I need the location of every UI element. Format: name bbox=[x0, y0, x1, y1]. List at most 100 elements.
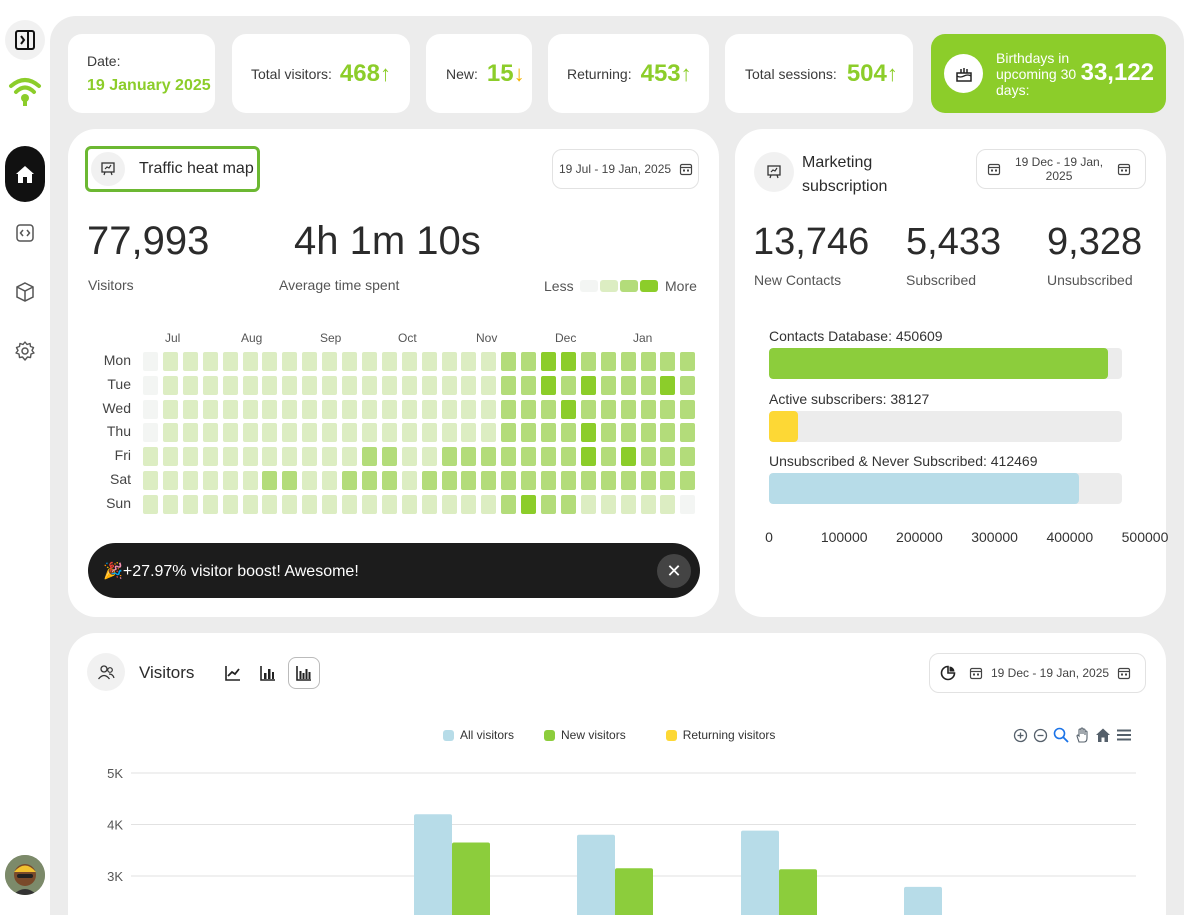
heatmap-cell[interactable] bbox=[361, 471, 377, 490]
grouped-bar-chart-button[interactable] bbox=[288, 657, 320, 689]
heatmap-cell[interactable] bbox=[640, 399, 656, 419]
heatmap-cell[interactable] bbox=[521, 447, 537, 467]
pan-icon[interactable] bbox=[1074, 727, 1090, 743]
heatmap-cell[interactable] bbox=[481, 494, 497, 514]
heatmap-cell[interactable] bbox=[421, 352, 437, 371]
heatmap-cell[interactable] bbox=[481, 447, 497, 467]
heatmap-cell[interactable] bbox=[262, 447, 278, 467]
bar-all-visitors[interactable] bbox=[414, 814, 452, 915]
heatmap-cell[interactable] bbox=[342, 375, 357, 395]
heatmap-cell[interactable] bbox=[680, 423, 696, 443]
bar-chart-button[interactable] bbox=[253, 658, 283, 688]
bar-all-visitors[interactable] bbox=[577, 834, 615, 915]
heatmap-cell[interactable] bbox=[501, 447, 517, 467]
heatmap-cell[interactable] bbox=[640, 423, 656, 443]
heatmap-cell[interactable] bbox=[481, 399, 497, 419]
heatmap-cell[interactable] bbox=[560, 447, 576, 467]
heatmap-cell[interactable] bbox=[481, 471, 497, 490]
heatmap-date-picker[interactable]: 19 Jul - 19 Jan, 2025 bbox=[552, 149, 699, 189]
heatmap-cell[interactable] bbox=[342, 471, 357, 490]
heatmap-cell[interactable] bbox=[242, 494, 258, 514]
heatmap-cell[interactable] bbox=[302, 352, 318, 371]
heatmap-cell[interactable] bbox=[182, 399, 198, 419]
bar-fill[interactable] bbox=[769, 348, 1108, 379]
heatmap-cell[interactable] bbox=[620, 375, 636, 395]
heatmap-cell[interactable] bbox=[541, 471, 556, 490]
heatmap-cell[interactable] bbox=[580, 423, 596, 443]
heatmap-cell[interactable] bbox=[143, 447, 158, 467]
heatmap-cell[interactable] bbox=[401, 471, 417, 490]
marketing-date-picker[interactable]: 19 Dec - 19 Jan, 2025 bbox=[976, 149, 1146, 189]
heatmap-cell[interactable] bbox=[560, 352, 576, 371]
heatmap-cell[interactable] bbox=[461, 494, 477, 514]
heatmap-cell[interactable] bbox=[501, 494, 517, 514]
heatmap-cell[interactable] bbox=[162, 471, 178, 490]
heatmap-cell[interactable] bbox=[143, 423, 158, 443]
heatmap-cell[interactable] bbox=[222, 375, 238, 395]
heatmap-cell[interactable] bbox=[342, 399, 357, 419]
heatmap-cell[interactable] bbox=[381, 494, 397, 514]
heatmap-cell[interactable] bbox=[680, 352, 696, 371]
heatmap-cell[interactable] bbox=[541, 352, 556, 371]
heatmap-cell[interactable] bbox=[560, 399, 576, 419]
avatar[interactable] bbox=[5, 855, 45, 895]
heatmap-cell[interactable] bbox=[481, 352, 497, 371]
heatmap-cell[interactable] bbox=[143, 494, 158, 514]
sidebar-item-home[interactable] bbox=[5, 146, 45, 202]
heatmap-cell[interactable] bbox=[560, 423, 576, 443]
bar-all-visitors[interactable] bbox=[741, 830, 779, 915]
visitors-date-picker[interactable]: 19 Dec - 19 Jan, 2025 bbox=[929, 653, 1146, 693]
heatmap-cell[interactable] bbox=[401, 352, 417, 371]
heatmap-cell[interactable] bbox=[262, 471, 278, 490]
heatmap-cell[interactable] bbox=[302, 399, 318, 419]
heatmap-cell[interactable] bbox=[381, 375, 397, 395]
heatmap-cell[interactable] bbox=[302, 471, 318, 490]
zoom-out-icon[interactable] bbox=[1033, 728, 1048, 743]
heatmap-cell[interactable] bbox=[521, 471, 537, 490]
heatmap-cell[interactable] bbox=[600, 375, 616, 395]
heatmap-cell[interactable] bbox=[361, 494, 377, 514]
heatmap-cell[interactable] bbox=[182, 471, 198, 490]
heatmap-cell[interactable] bbox=[501, 471, 517, 490]
legend-returning-visitors[interactable]: Returning visitors bbox=[682, 728, 776, 742]
heatmap-cell[interactable] bbox=[441, 399, 457, 419]
heatmap-cell[interactable] bbox=[461, 471, 477, 490]
heatmap-cell[interactable] bbox=[202, 399, 218, 419]
close-icon[interactable]: ✕ bbox=[657, 554, 691, 588]
heatmap-cell[interactable] bbox=[143, 375, 158, 395]
heatmap-cell[interactable] bbox=[202, 352, 218, 371]
heatmap-cell[interactable] bbox=[361, 399, 377, 419]
heatmap-cell[interactable] bbox=[640, 375, 656, 395]
heatmap-cell[interactable] bbox=[242, 399, 258, 419]
heatmap-cell[interactable] bbox=[182, 494, 198, 514]
heatmap-cell[interactable] bbox=[620, 494, 636, 514]
heatmap-cell[interactable] bbox=[521, 375, 537, 395]
heatmap-cell[interactable] bbox=[580, 375, 596, 395]
heatmap-cell[interactable] bbox=[222, 423, 238, 443]
reset-home-icon[interactable] bbox=[1095, 727, 1111, 743]
heatmap-cell[interactable] bbox=[461, 423, 477, 443]
heatmap-cell[interactable] bbox=[640, 471, 656, 490]
heatmap-cell[interactable] bbox=[580, 399, 596, 419]
heatmap-cell[interactable] bbox=[660, 352, 676, 371]
heatmap-cell[interactable] bbox=[421, 471, 437, 490]
heatmap-cell[interactable] bbox=[282, 352, 298, 371]
heatmap-cell[interactable] bbox=[521, 352, 537, 371]
heatmap-cell[interactable] bbox=[162, 352, 178, 371]
legend-all-visitors[interactable]: All visitors bbox=[460, 728, 515, 742]
menu-icon[interactable] bbox=[1116, 727, 1132, 743]
heatmap-cell[interactable] bbox=[202, 447, 218, 467]
heatmap-cell[interactable] bbox=[143, 399, 158, 419]
heatmap-cell[interactable] bbox=[421, 423, 437, 443]
heatmap-cell[interactable] bbox=[620, 423, 636, 443]
heatmap-cell[interactable] bbox=[541, 423, 556, 443]
heatmap-cell[interactable] bbox=[481, 423, 497, 443]
sidebar-item-settings[interactable] bbox=[5, 331, 45, 371]
bar-new-visitors[interactable] bbox=[779, 869, 817, 915]
heatmap-cell[interactable] bbox=[322, 399, 338, 419]
heatmap-cell[interactable] bbox=[560, 375, 576, 395]
heatmap-cell[interactable] bbox=[461, 399, 477, 419]
heatmap-cell[interactable] bbox=[600, 494, 616, 514]
heatmap-cell[interactable] bbox=[322, 447, 338, 467]
heatmap-cell[interactable] bbox=[202, 375, 218, 395]
